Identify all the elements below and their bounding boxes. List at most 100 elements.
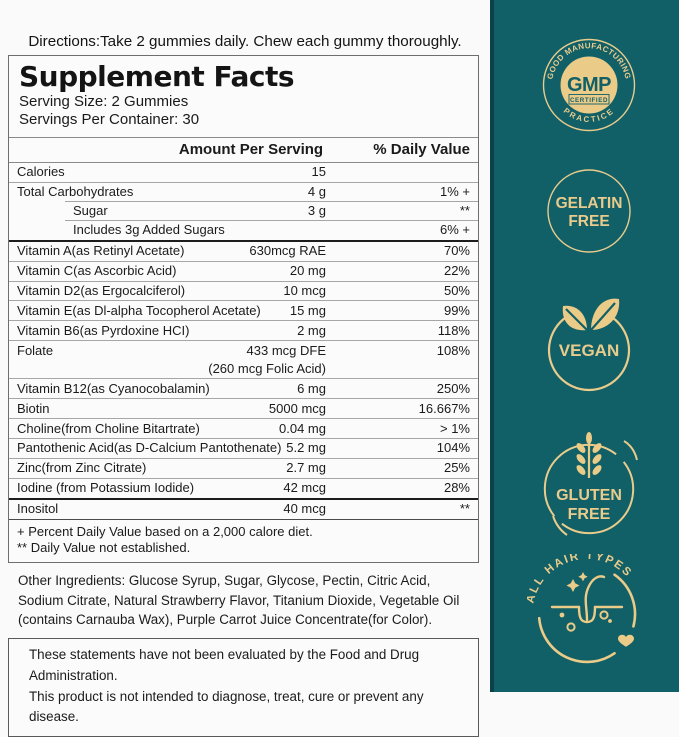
nutrient-name: Vitamin E(as Dl-alpha Tocopherol Acetate… — [17, 303, 261, 319]
supplement-facts-panel: Supplement Facts Serving Size: 2 Gummies… — [8, 55, 479, 564]
nutrient-dv: > 1% — [440, 420, 470, 436]
table-row: Vitamin B12(as Cyanocobalamin) 6 mg 250% — [9, 377, 478, 398]
nutrient-subnote: (260 mcg Folic Acid) — [208, 360, 326, 376]
gelatin-text: GELATIN — [556, 195, 623, 212]
nutrient-rows: Calories 15 Total Carbohydrates 4 g 1% + Suga… — [9, 163, 478, 519]
table-row: Vitamin D2(as Ergocalciferol) 10 mcg 50% — [9, 280, 478, 301]
gluten-text: GLUTEN — [556, 487, 622, 504]
disclaimer-line-1: These statements have not been evaluated… — [29, 647, 420, 683]
sparkle-icon — [566, 579, 580, 592]
footnote-daily-value: + Percent Daily Value based on a 2,000 c… — [17, 523, 313, 539]
table-row: Choline(from Choline Bitartrate) 0.04 mg >… — [9, 417, 478, 438]
nutrient-name: Iodine (from Potassium Iodide) — [17, 480, 195, 496]
dot-icon — [608, 619, 612, 623]
table-row: Vitamin B6(as Pyrdoxine HCI) 2 mg 118% — [9, 320, 478, 340]
table-row: Vitamin A(as Retinyl Acetate) 630mcg RAE 7… — [9, 239, 478, 261]
gluten-free-text: FREE — [568, 506, 611, 523]
gmp-certified-text: CERTIFIED — [570, 97, 608, 104]
nutrient-name: Biotin — [17, 400, 50, 416]
label-content: Directions:Take 2 gummies daily. Chew ea… — [8, 33, 479, 737]
nutrient-dv: 25% — [443, 460, 470, 476]
nutrient-dv: 22% — [443, 263, 470, 279]
heart-icon — [618, 634, 634, 647]
dot-icon — [559, 612, 565, 618]
dot-icon — [566, 622, 576, 632]
nutrient-amount: 630mcg RAE — [249, 243, 326, 259]
table-row: Biotin 5000 mcg 16.667% — [9, 397, 478, 418]
gmp-center-text: GMP — [567, 74, 611, 96]
nutrient-dv: 28% — [443, 480, 470, 496]
servings-per-container: Servings Per Container: 30 — [19, 111, 200, 129]
wheat-icon — [576, 432, 602, 478]
disclaimer-line-2: This product is not intended to diagnose… — [29, 688, 424, 725]
panel-title: Supplement Facts — [19, 60, 295, 93]
nutrient-name: Folate — [17, 343, 54, 359]
vegan-badge-icon: VEGAN — [547, 298, 631, 392]
nutrient-amount: 2.7 mg — [286, 460, 326, 476]
fda-disclaimer-box: These statements have not been evaluated… — [8, 638, 479, 737]
nutrient-amount: 20 mg — [289, 263, 326, 279]
gelatin-free-text: FREE — [568, 213, 609, 230]
table-header: Amount Per Serving % Daily Value — [9, 136, 478, 163]
nutrient-dv: 104% — [436, 440, 470, 456]
column-daily-value: % Daily Value — [373, 140, 470, 158]
nutrient-dv: 118% — [437, 323, 470, 339]
nutrient-name: Total Carbohydrates — [17, 184, 134, 200]
nutrient-amount: 3 g — [307, 203, 326, 219]
nutrient-amount: 433 mcg DFE — [246, 343, 326, 359]
nutrient-dv: 6% + — [440, 222, 470, 238]
nutrient-name: Vitamin A(as Retinyl Acetate) — [17, 243, 185, 259]
table-row: Inositol 40 mcg ** — [9, 497, 478, 519]
nutrient-amount: 15 — [311, 164, 326, 180]
nutrient-amount: 0.04 mg — [279, 420, 326, 436]
table-row: Folate 433 mcg DFE 108% (260 mcg Folic Acid… — [9, 340, 478, 377]
nutrient-amount: 15 mg — [289, 303, 326, 319]
nutrient-name: Vitamin B12(as Cyanocobalamin) — [17, 380, 210, 396]
footnote-not-established: ** Daily Value not established. — [17, 540, 191, 556]
gmp-certified-badge-icon: GOOD MANUFACTURING PRACTICE GMP CERTIFIE… — [542, 38, 636, 132]
nutrient-name: Pantothenic Acid(as D-Calcium Pantothena… — [17, 440, 282, 456]
table-row: Zinc(from Zinc Citrate) 2.7 mg 25% — [9, 457, 478, 478]
table-row: Includes 3g Added Sugars 6% + — [9, 219, 478, 240]
gelatin-free-badge-icon: GELATIN FREE — [547, 169, 631, 253]
nutrient-name: Calories — [17, 164, 65, 180]
nutrient-dv: ** — [459, 501, 470, 517]
nutrient-dv: 108% — [436, 343, 470, 359]
column-amount-per-serving: Amount Per Serving — [178, 140, 324, 158]
nutrient-name: Vitamin C(as Ascorbic Acid) — [17, 263, 177, 279]
nutrient-amount: 4 g — [307, 184, 326, 200]
hair-follicle-icon — [550, 575, 624, 624]
directions-text: Directions:Take 2 gummies daily. Chew ea… — [28, 33, 462, 50]
table-row: Calories 15 — [9, 163, 478, 182]
gluten-free-badge-icon: GLUTEN FREE — [543, 432, 638, 536]
table-row: Vitamin E(as Dl-alpha Tocopherol Acetate… — [9, 300, 478, 320]
other-ingredients: Other Ingredients: Glucose Syrup, Sugar,… — [18, 573, 460, 628]
table-row: Vitamin C(as Ascorbic Acid) 20 mg 22% — [9, 260, 478, 281]
nutrient-dv: 50% — [443, 283, 470, 299]
nutrient-dv: 70% — [443, 243, 470, 259]
nutrient-amount: 40 mcg — [283, 501, 326, 517]
leaf-icon — [562, 298, 620, 331]
nutrient-amount: 5000 mcg — [268, 400, 326, 416]
table-row: Iodine (from Potassium Iodide) 42 mcg 28% — [9, 477, 478, 498]
all-hair-types-badge-icon: ALL HAIR TYPES — [527, 554, 637, 664]
nutrient-name: Inositol — [17, 501, 59, 517]
nutrient-name: Vitamin D2(as Ergocalciferol) — [17, 283, 186, 299]
dot-icon — [599, 610, 609, 620]
nutrient-name: Choline(from Choline Bitartrate) — [17, 420, 200, 436]
nutrient-name: Vitamin B6(as Pyrdoxine HCI) — [17, 323, 190, 339]
nutrient-amount: 42 mcg — [283, 480, 326, 496]
footnotes: + Percent Daily Value based on a 2,000 c… — [9, 518, 478, 563]
nutrient-dv: 99% — [443, 303, 470, 319]
nutrient-dv: 16.667% — [418, 400, 470, 416]
table-row: Total Carbohydrates 4 g 1% + — [9, 181, 478, 202]
badge-sidebar: GOOD MANUFACTURING PRACTICE GMP CERTIFIE… — [490, 0, 679, 692]
nutrient-name: Zinc(from Zinc Citrate) — [17, 460, 147, 476]
vegan-text: VEGAN — [559, 341, 619, 360]
nutrient-dv: 1% + — [440, 184, 470, 200]
nutrient-amount: 6 mg — [297, 380, 326, 396]
serving-size: Serving Size: 2 Gummies — [19, 93, 189, 110]
nutrient-dv: 250% — [436, 380, 470, 396]
nutrient-name: Sugar — [73, 203, 108, 219]
sparkle-icon — [578, 572, 588, 582]
